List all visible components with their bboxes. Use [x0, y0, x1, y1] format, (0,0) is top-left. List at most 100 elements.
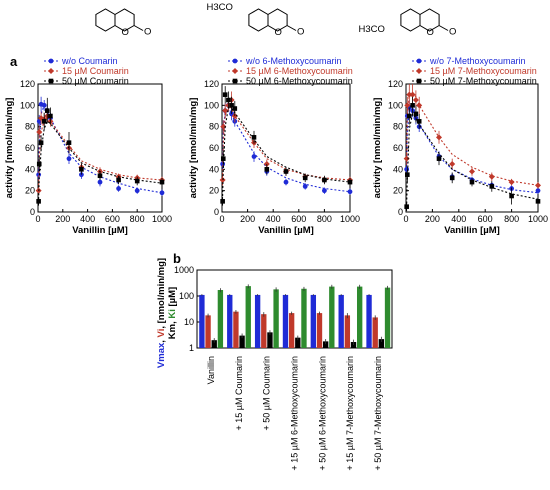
- data-point: [134, 188, 140, 194]
- y-axis-title: activity [nmol/min/mg]: [372, 98, 383, 199]
- data-point: [134, 178, 140, 184]
- y-tick-label: 60: [393, 143, 403, 153]
- panel-label-b: b: [173, 251, 181, 266]
- panel-b: 1 10 100 1000 Vanillin + 15 µM Coumarin + 50 µ…: [156, 258, 393, 470]
- fit-curve: [406, 112, 539, 204]
- bar-km: [378, 339, 385, 348]
- x-tick-label: 400: [451, 214, 466, 224]
- scatter-plot-1: 0 20 40 60 80 100 120 0 200 400 600 800 1000 Vanillin…: [4, 56, 172, 236]
- data-point: [116, 186, 121, 191]
- y-tick-label: 60: [25, 143, 35, 153]
- y-tick-label: 100: [388, 100, 403, 110]
- data-point: [410, 103, 415, 108]
- y-axis-title: Vmax, Vi, [nmol/min/mg]: [156, 258, 167, 368]
- axis-title-part: [µM]: [167, 287, 178, 309]
- x-tick-label: 0: [35, 214, 40, 224]
- x-tick-label: 600: [105, 214, 120, 224]
- data-point: [220, 123, 227, 130]
- legend-entry: w/o 6-Methoxycoumarin: [245, 56, 342, 66]
- data-point: [449, 175, 455, 181]
- data-point: [159, 179, 165, 185]
- data-point: [469, 179, 475, 185]
- data-point: [38, 140, 44, 145]
- y-tick-label: 100: [179, 291, 194, 301]
- data-point: [413, 111, 419, 117]
- data-point: [116, 177, 121, 183]
- pyranone-ring: [114, 8, 135, 32]
- data-point: [509, 193, 514, 199]
- y-tick-label: 40: [25, 164, 35, 174]
- data-point: [264, 167, 270, 172]
- x-tick-label: 800: [504, 214, 519, 224]
- data-point: [41, 102, 47, 108]
- legend-entry: 50 µM 7-Methoxycoumarin: [430, 76, 537, 86]
- data-point: [535, 182, 541, 189]
- data-point: [283, 179, 289, 185]
- y-tick-label: 40: [393, 164, 403, 174]
- legend-entry: 15 µM Coumarin: [62, 66, 129, 76]
- y-tick-label: 0: [398, 207, 403, 217]
- pyranone-ring: [267, 8, 288, 32]
- axis-title-part: ,: [156, 337, 167, 342]
- x-tick-label: 800: [317, 214, 332, 224]
- y-tick-label: 0: [30, 207, 35, 217]
- data-point: [412, 97, 419, 103]
- legend-entry: 15 µM 7-Methoxycoumarin: [430, 66, 537, 76]
- y-tick-label: 120: [20, 79, 35, 89]
- bar-ki: [273, 289, 279, 348]
- ring-oxygen: O: [122, 27, 129, 38]
- x-axis-title: Vanillin [µM]: [444, 225, 500, 236]
- data-point: [41, 119, 47, 124]
- bar-ki: [356, 286, 363, 348]
- bar-vi: [205, 315, 211, 348]
- data-point: [416, 102, 423, 109]
- data-point: [508, 179, 515, 186]
- data-point: [347, 179, 353, 185]
- bar-ki: [245, 286, 251, 348]
- carbonyl-oxygen: O: [144, 27, 151, 38]
- legend-entry: 50 µM Coumarin: [62, 76, 129, 86]
- methoxy-label: H3CO: [358, 24, 384, 35]
- data-point: [79, 172, 84, 178]
- axis-title-part: Km: [167, 324, 178, 339]
- x-tick-label: 1000: [528, 214, 548, 224]
- data-point: [232, 106, 238, 111]
- data-point: [322, 177, 327, 183]
- carbonyl-bond: [286, 25, 297, 31]
- fit-curve: [222, 106, 351, 197]
- x-tick-label: 1000: [152, 214, 172, 224]
- bar-vmax: [254, 294, 261, 348]
- legend-marker: [48, 78, 54, 84]
- x-tick-label: 600: [291, 214, 306, 224]
- y-tick-label: 100: [20, 100, 35, 110]
- axis-title-part: ,: [167, 319, 178, 324]
- data-point: [405, 172, 410, 177]
- y-axis-title-2: Km, Ki [µM]: [167, 287, 178, 339]
- benzene-ring: [400, 8, 421, 32]
- data-point: [220, 156, 226, 161]
- bar-vi: [372, 317, 378, 348]
- bar-km: [295, 337, 301, 348]
- bar-km: [211, 340, 217, 348]
- bar-vi: [261, 314, 267, 348]
- bar-ki: [217, 290, 224, 348]
- data-point: [226, 97, 231, 103]
- bar-vmax: [199, 294, 205, 348]
- x-tick-label: 600: [478, 214, 493, 224]
- axis-title-part: Ki: [167, 309, 178, 319]
- y-tick-label: 20: [209, 186, 219, 196]
- data-point: [222, 107, 229, 114]
- data-point: [222, 92, 228, 97]
- legend-marker: [232, 78, 238, 84]
- y-tick-label: 80: [393, 122, 403, 132]
- 7-methoxycoumarin-structure: O O H3CO: [358, 8, 456, 38]
- x-tick-label: 400: [80, 214, 95, 224]
- plot-frame: [405, 83, 539, 213]
- y-axis-title: activity [nmol/min/mg]: [188, 98, 199, 199]
- data-point: [489, 184, 495, 189]
- legend-entry: w/o 7-Methoxycoumarin: [429, 56, 526, 66]
- bar-km: [239, 335, 245, 348]
- legend-marker: [232, 68, 238, 74]
- data-point: [219, 177, 226, 183]
